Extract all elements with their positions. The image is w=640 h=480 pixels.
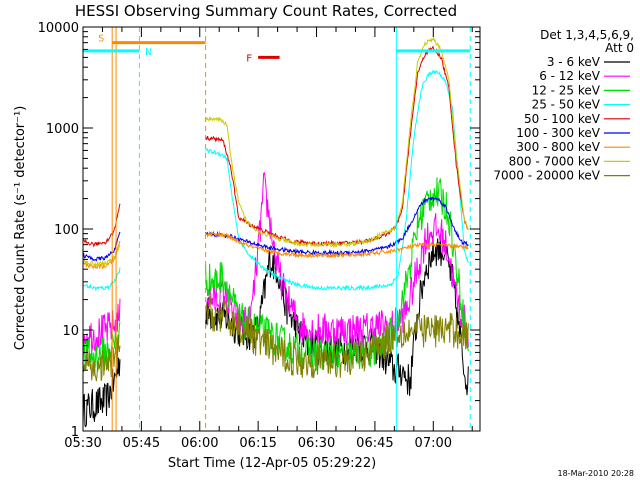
x-tick-label: 06:30 — [298, 436, 335, 451]
legend-label-50-100-kev: 50 - 100 keV — [524, 112, 601, 126]
flag-label-n: N — [145, 47, 151, 58]
chart-title: HESSI Observing Summary Count Rates, Cor… — [75, 2, 457, 20]
legend-header-2: Att 0 — [605, 41, 634, 55]
legend-label-800-7000-kev: 800 - 7000 keV — [509, 154, 601, 168]
legend-label-25-50-kev: 25 - 50 keV — [532, 98, 601, 112]
series-line-300-800-kev-2 — [205, 230, 469, 259]
legend-label-7000-20000-kev: 7000 - 20000 keV — [493, 169, 600, 183]
series-line-800-7000-kev-1 — [82, 244, 121, 268]
series-800-7000-kev — [82, 36, 469, 268]
series-line-25-50-kev-1 — [82, 267, 121, 292]
series-7000-20000-kev — [82, 296, 469, 382]
series-100-300-kev — [82, 196, 469, 262]
y-tick-label: 100 — [54, 223, 79, 238]
legend-label-300-800-kev: 300 - 800 keV — [516, 140, 600, 154]
x-tick-label: 06:45 — [356, 436, 393, 451]
x-tick-label: 05:30 — [64, 436, 101, 451]
axes-layer: 1 10 100 1000 10000 05:30 05:45 06:00 06:15 06:30… — [38, 21, 481, 451]
legend-label-3-6-kev: 3 - 6 keV — [547, 55, 601, 69]
series-line-3-6-kev-1 — [82, 357, 121, 428]
x-tick-label: 07:00 — [415, 436, 452, 451]
y-tick-label: 10000 — [38, 21, 79, 36]
x-tick-label: 06:15 — [239, 436, 276, 451]
y-axis-label: Corrected Count Rate (s⁻¹ detector⁻¹) — [13, 106, 28, 351]
series-line-800-7000-kev-2 — [205, 36, 469, 249]
x-tick-label: 05:45 — [123, 436, 160, 451]
y-tick-label: 1000 — [46, 122, 79, 137]
series-line-100-300-kev-1 — [82, 231, 121, 262]
series-25-50-kev — [82, 69, 469, 292]
series-line-7000-20000-kev-1 — [82, 334, 121, 382]
plot-layer: S N F — [82, 27, 471, 431]
series-line-7000-20000-kev-2 — [205, 296, 469, 379]
x-axis-label: Start Time (12-Apr-05 05:29:22) — [168, 456, 376, 471]
series-line-6-12-kev-2 — [205, 171, 469, 348]
series-line-25-50-kev-2 — [205, 69, 469, 292]
legend-label-6-12-kev: 6 - 12 keV — [539, 69, 601, 83]
x-tick-label: 06:00 — [181, 436, 218, 451]
y-tick-label: 1 — [71, 425, 79, 440]
flag-label-s: S — [98, 34, 104, 45]
flag-label-f: F — [246, 53, 252, 64]
series-line-50-100-kev-1 — [82, 203, 121, 248]
series-line-100-300-kev-2 — [205, 196, 469, 256]
legend-label-100-300-kev: 100 - 300 keV — [516, 126, 600, 140]
footer-timestamp: 18-Mar-2010 20:28 — [558, 469, 635, 478]
legend-label-12-25-kev: 12 - 25 keV — [532, 83, 601, 97]
legend-header-1: Det 1,3,4,5,6,9, — [540, 28, 634, 42]
y-tick-label: 10 — [62, 324, 79, 339]
